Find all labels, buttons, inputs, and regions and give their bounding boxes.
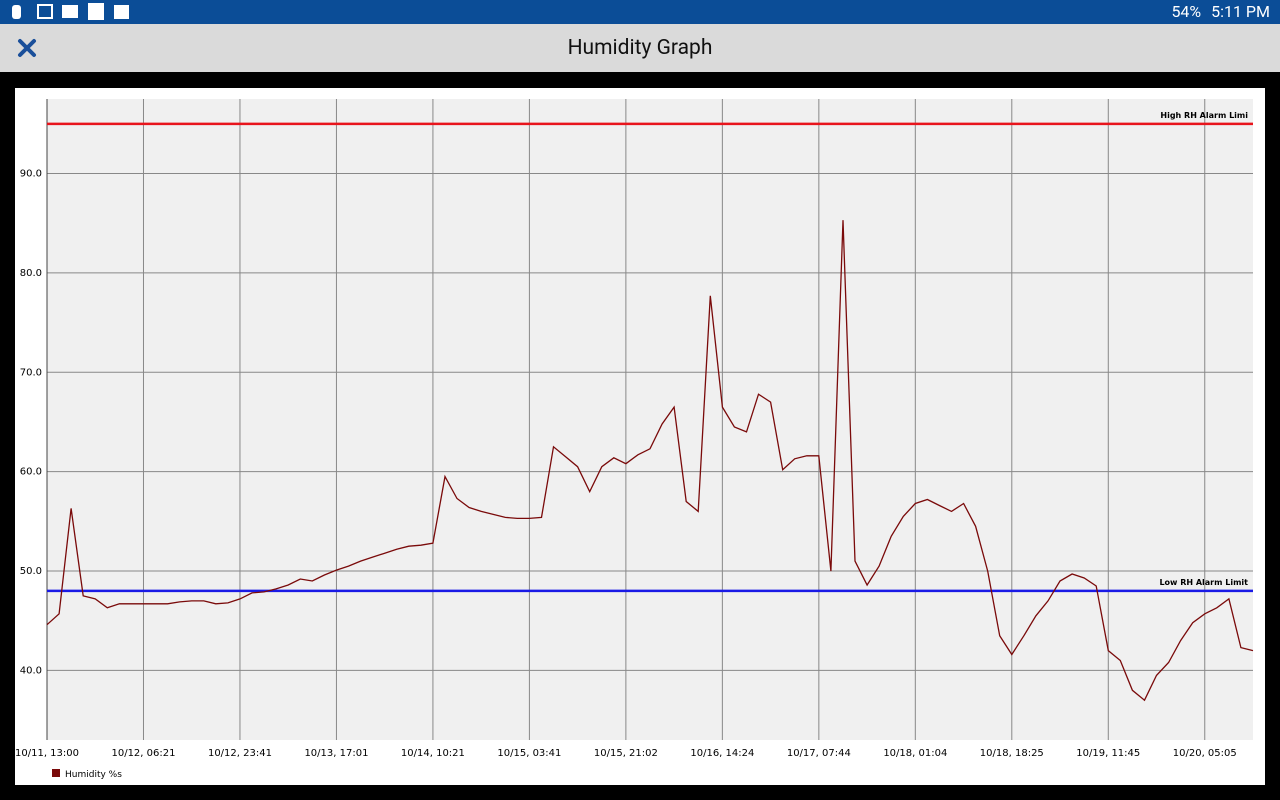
chart: 40.0 50.0 60.0 70.0 80.0 90.0 10/11, 13:00 10/1… [15, 99, 1254, 780]
screen-title: Humidity Graph [567, 36, 713, 60]
y-tick-label: 60.0 [20, 467, 42, 478]
data-line [46, 220, 1254, 702]
x-tick-label: 10/18, 18:25 [980, 748, 1044, 759]
y-tick-label: 40.0 [20, 665, 42, 676]
x-tick-label: 10/15, 03:41 [497, 748, 561, 759]
status-right: 54% 5:11 PM [1165, 2, 1270, 21]
x-tick-label: 10/18, 01:04 [883, 748, 947, 759]
reference-label: Low RH Alarm Limit [1159, 578, 1248, 587]
y-tick-label: 80.0 [20, 268, 42, 279]
x-tick-label: 10/11, 13:00 [15, 748, 79, 759]
y-tick-label: 50.0 [20, 566, 42, 577]
y-tick-label: 90.0 [20, 169, 42, 180]
x-tick-label: 10/12, 23:41 [208, 748, 272, 759]
clock: 5:11 PM [1211, 2, 1270, 21]
legend-swatch [52, 769, 60, 777]
x-tick-label: 10/12, 06:21 [111, 748, 175, 759]
x-tick-label: 10/15, 21:02 [594, 748, 658, 759]
reference-label: High RH Alarm Limi [1160, 111, 1248, 120]
battery: 54% [1171, 2, 1202, 21]
app-bar: Humidity Graph [0, 24, 1280, 72]
chart-panel: 40.0 50.0 60.0 70.0 80.0 90.0 10/11, 13:00 10/1… [15, 88, 1265, 785]
x-tick-label: 10/20, 05:05 [1173, 748, 1237, 759]
y-tick-label: 70.0 [20, 367, 42, 378]
close-button[interactable] [16, 37, 40, 61]
legend-label: Humidity %s [65, 770, 122, 780]
x-tick-label: 10/14, 10:21 [401, 748, 465, 759]
x-tick-label: 10/17, 07:44 [787, 748, 851, 759]
x-tick-label: 10/16, 14:24 [690, 748, 754, 759]
plot-area [47, 99, 1253, 740]
x-tick-label: 10/13, 17:01 [304, 748, 368, 759]
notification-icons [12, 3, 129, 20]
x-tick-label: 10/19, 11:45 [1076, 748, 1140, 759]
status-bar: 54% 5:11 PM [0, 0, 1280, 24]
